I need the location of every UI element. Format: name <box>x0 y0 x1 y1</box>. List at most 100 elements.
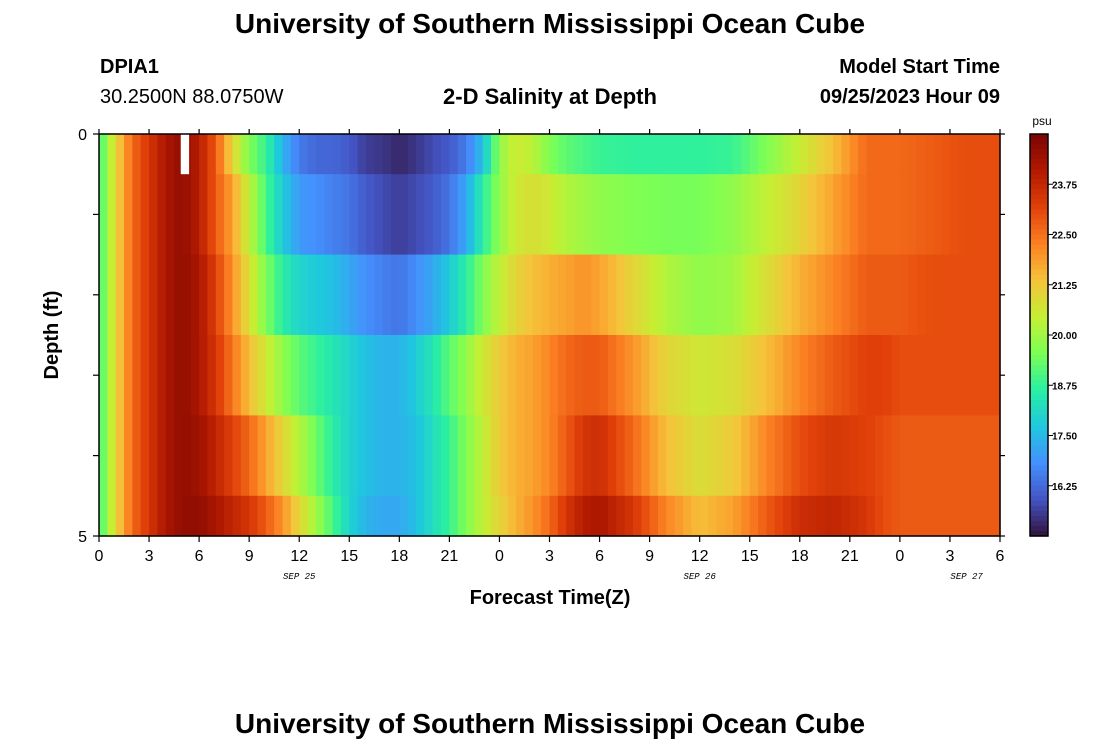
heatmap-cell <box>215 415 225 497</box>
x-tick-label: 6 <box>996 548 1005 565</box>
heatmap-cell <box>265 254 275 336</box>
heatmap-cell <box>324 495 334 537</box>
colorbar-segment <box>1030 309 1048 316</box>
heatmap-cell <box>99 134 108 175</box>
colorbar-segment <box>1030 264 1048 271</box>
heatmap-cell <box>908 495 918 537</box>
heatmap-cell <box>874 254 884 336</box>
heatmap-cell <box>124 495 133 537</box>
heatmap-cell <box>232 415 242 497</box>
heatmap-cell <box>132 415 142 497</box>
heatmap-cell <box>657 174 667 256</box>
heatmap-cell <box>215 174 225 256</box>
heatmap-cell <box>466 254 476 336</box>
colorbar-segment <box>1030 294 1048 301</box>
heatmap-cell <box>949 254 959 336</box>
heatmap-cell <box>649 415 659 497</box>
heatmap-cell <box>783 254 793 336</box>
heatmap-cell <box>390 134 400 175</box>
heatmap-cell <box>641 335 651 416</box>
heatmap-cell <box>749 495 759 537</box>
heatmap-cell <box>382 415 392 497</box>
heatmap-cell <box>507 335 517 416</box>
heatmap-cell <box>649 174 659 256</box>
heatmap-cell <box>249 415 259 497</box>
heatmap-cell <box>549 495 559 537</box>
heatmap-cell <box>140 495 150 537</box>
heatmap-cell <box>983 415 993 497</box>
heatmap-cell <box>190 174 200 256</box>
heatmap-cell <box>457 254 467 336</box>
heatmap-cell <box>215 495 225 537</box>
heatmap-cell <box>724 174 734 256</box>
heatmap-cell <box>157 335 167 416</box>
heatmap-cell <box>682 495 692 537</box>
heatmap-cell <box>532 174 542 256</box>
heatmap-cell <box>582 415 592 497</box>
heatmap-cell <box>324 254 334 336</box>
heatmap-cell <box>399 335 409 416</box>
heatmap-cell <box>649 495 659 537</box>
x-axis-label: Forecast Time(Z) <box>470 587 631 609</box>
heatmap-cell <box>866 335 876 416</box>
heatmap-cell <box>632 415 642 497</box>
heatmap-cell <box>607 335 617 416</box>
heatmap-cell <box>274 335 284 416</box>
colorbar-segment <box>1030 169 1048 175</box>
heatmap-cell <box>682 134 692 175</box>
heatmap-cell <box>666 134 676 175</box>
heatmap-cell <box>783 335 793 416</box>
heatmap-cell <box>916 415 926 497</box>
heatmap-cell <box>649 335 659 416</box>
heatmap-cell <box>449 335 459 416</box>
heatmap-cell <box>983 134 993 175</box>
heatmap-cell <box>240 335 250 416</box>
heatmap-cell <box>833 335 843 416</box>
heatmap-cell <box>199 254 209 336</box>
colorbar-segment <box>1030 194 1048 200</box>
heatmap-cell <box>824 415 834 497</box>
heatmap-cell <box>674 495 684 537</box>
heatmap-cell <box>474 254 484 336</box>
heatmap-cell <box>274 415 284 497</box>
heatmap-cell <box>382 134 392 175</box>
heatmap-cell <box>991 254 1001 336</box>
heatmap-cell <box>933 495 943 537</box>
heatmap-cell <box>716 495 726 537</box>
colorbar-segment <box>1030 395 1048 401</box>
heatmap-cell <box>791 174 801 256</box>
heatmap-cell <box>883 495 893 537</box>
heatmap-cell <box>199 415 209 497</box>
heatmap-cell <box>682 415 692 497</box>
heatmap-cell <box>207 174 217 256</box>
heatmap-cell <box>741 415 751 497</box>
heatmap-cell <box>215 254 225 336</box>
colorbar-segment <box>1030 299 1048 306</box>
heatmap-cell <box>532 335 542 416</box>
heatmap-cell <box>699 134 709 175</box>
heatmap-cell <box>532 495 542 537</box>
x-tick-label: 21 <box>440 548 458 565</box>
heatmap-cell <box>365 134 375 175</box>
heatmap-cell <box>966 415 976 497</box>
heatmap-cell <box>107 254 117 336</box>
heatmap-cell <box>215 335 225 416</box>
colorbar-segment <box>1030 234 1048 241</box>
heatmap-cell <box>499 174 509 256</box>
heatmap-cell <box>708 174 717 256</box>
heatmap-cell <box>741 174 751 256</box>
colorbar-segment <box>1030 430 1048 437</box>
heatmap-cell <box>766 415 776 497</box>
heatmap-cell <box>516 495 526 537</box>
heatmap-cell <box>849 254 859 336</box>
heatmap-cell <box>724 254 734 336</box>
colorbar-segment <box>1030 224 1048 231</box>
heatmap-cell <box>457 415 467 497</box>
heatmap-cell <box>274 495 284 537</box>
heatmap-cell <box>849 335 859 416</box>
colorbar-segment <box>1030 470 1048 477</box>
heatmap-cell <box>816 254 826 336</box>
heatmap-cell <box>365 335 375 416</box>
heatmap-cell <box>315 254 325 336</box>
heatmap-cell <box>541 134 551 175</box>
